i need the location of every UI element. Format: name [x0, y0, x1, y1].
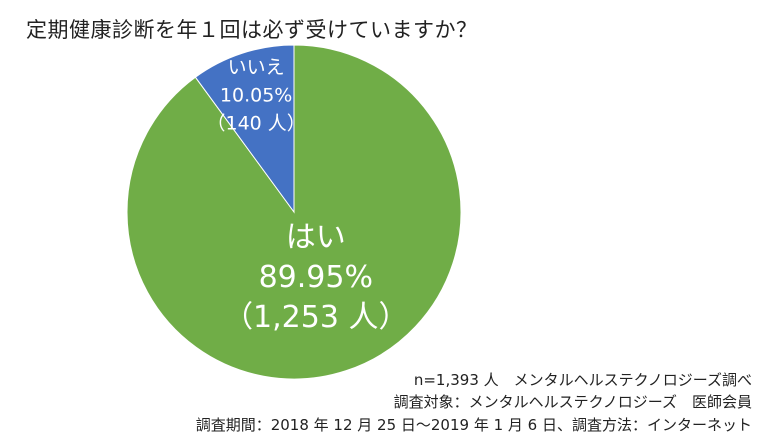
pie-labels: はい 89.95% （1,253 人） いいえ 10.05% （140 人）	[206, 57, 408, 336]
pie-slices	[126, 44, 462, 380]
chart-title: 定期健康診断を年１回は必ず受けていますか？	[26, 18, 478, 42]
no-slice-count: （140 人）	[206, 113, 305, 135]
no-slice-percent: 10.05%	[220, 85, 292, 107]
footer-sample-size: n=1,393 人 メンタルヘルステクノロジーズ調べ	[413, 371, 752, 389]
footer-period-method: 調査期間：2018 年 12 月 25 日～2019 年 1 月 6 日、調査方…	[195, 416, 752, 434]
footer-target: 調査対象：メンタルヘルステクノロジーズ 医師会員	[393, 393, 752, 411]
pie-slice-no	[194, 44, 295, 214]
yes-slice-label: はい	[286, 220, 346, 255]
yes-slice-count: （1,253 人）	[223, 300, 408, 335]
no-slice-label: いいえ	[228, 57, 285, 79]
yes-slice-percent: 89.95%	[259, 260, 373, 295]
